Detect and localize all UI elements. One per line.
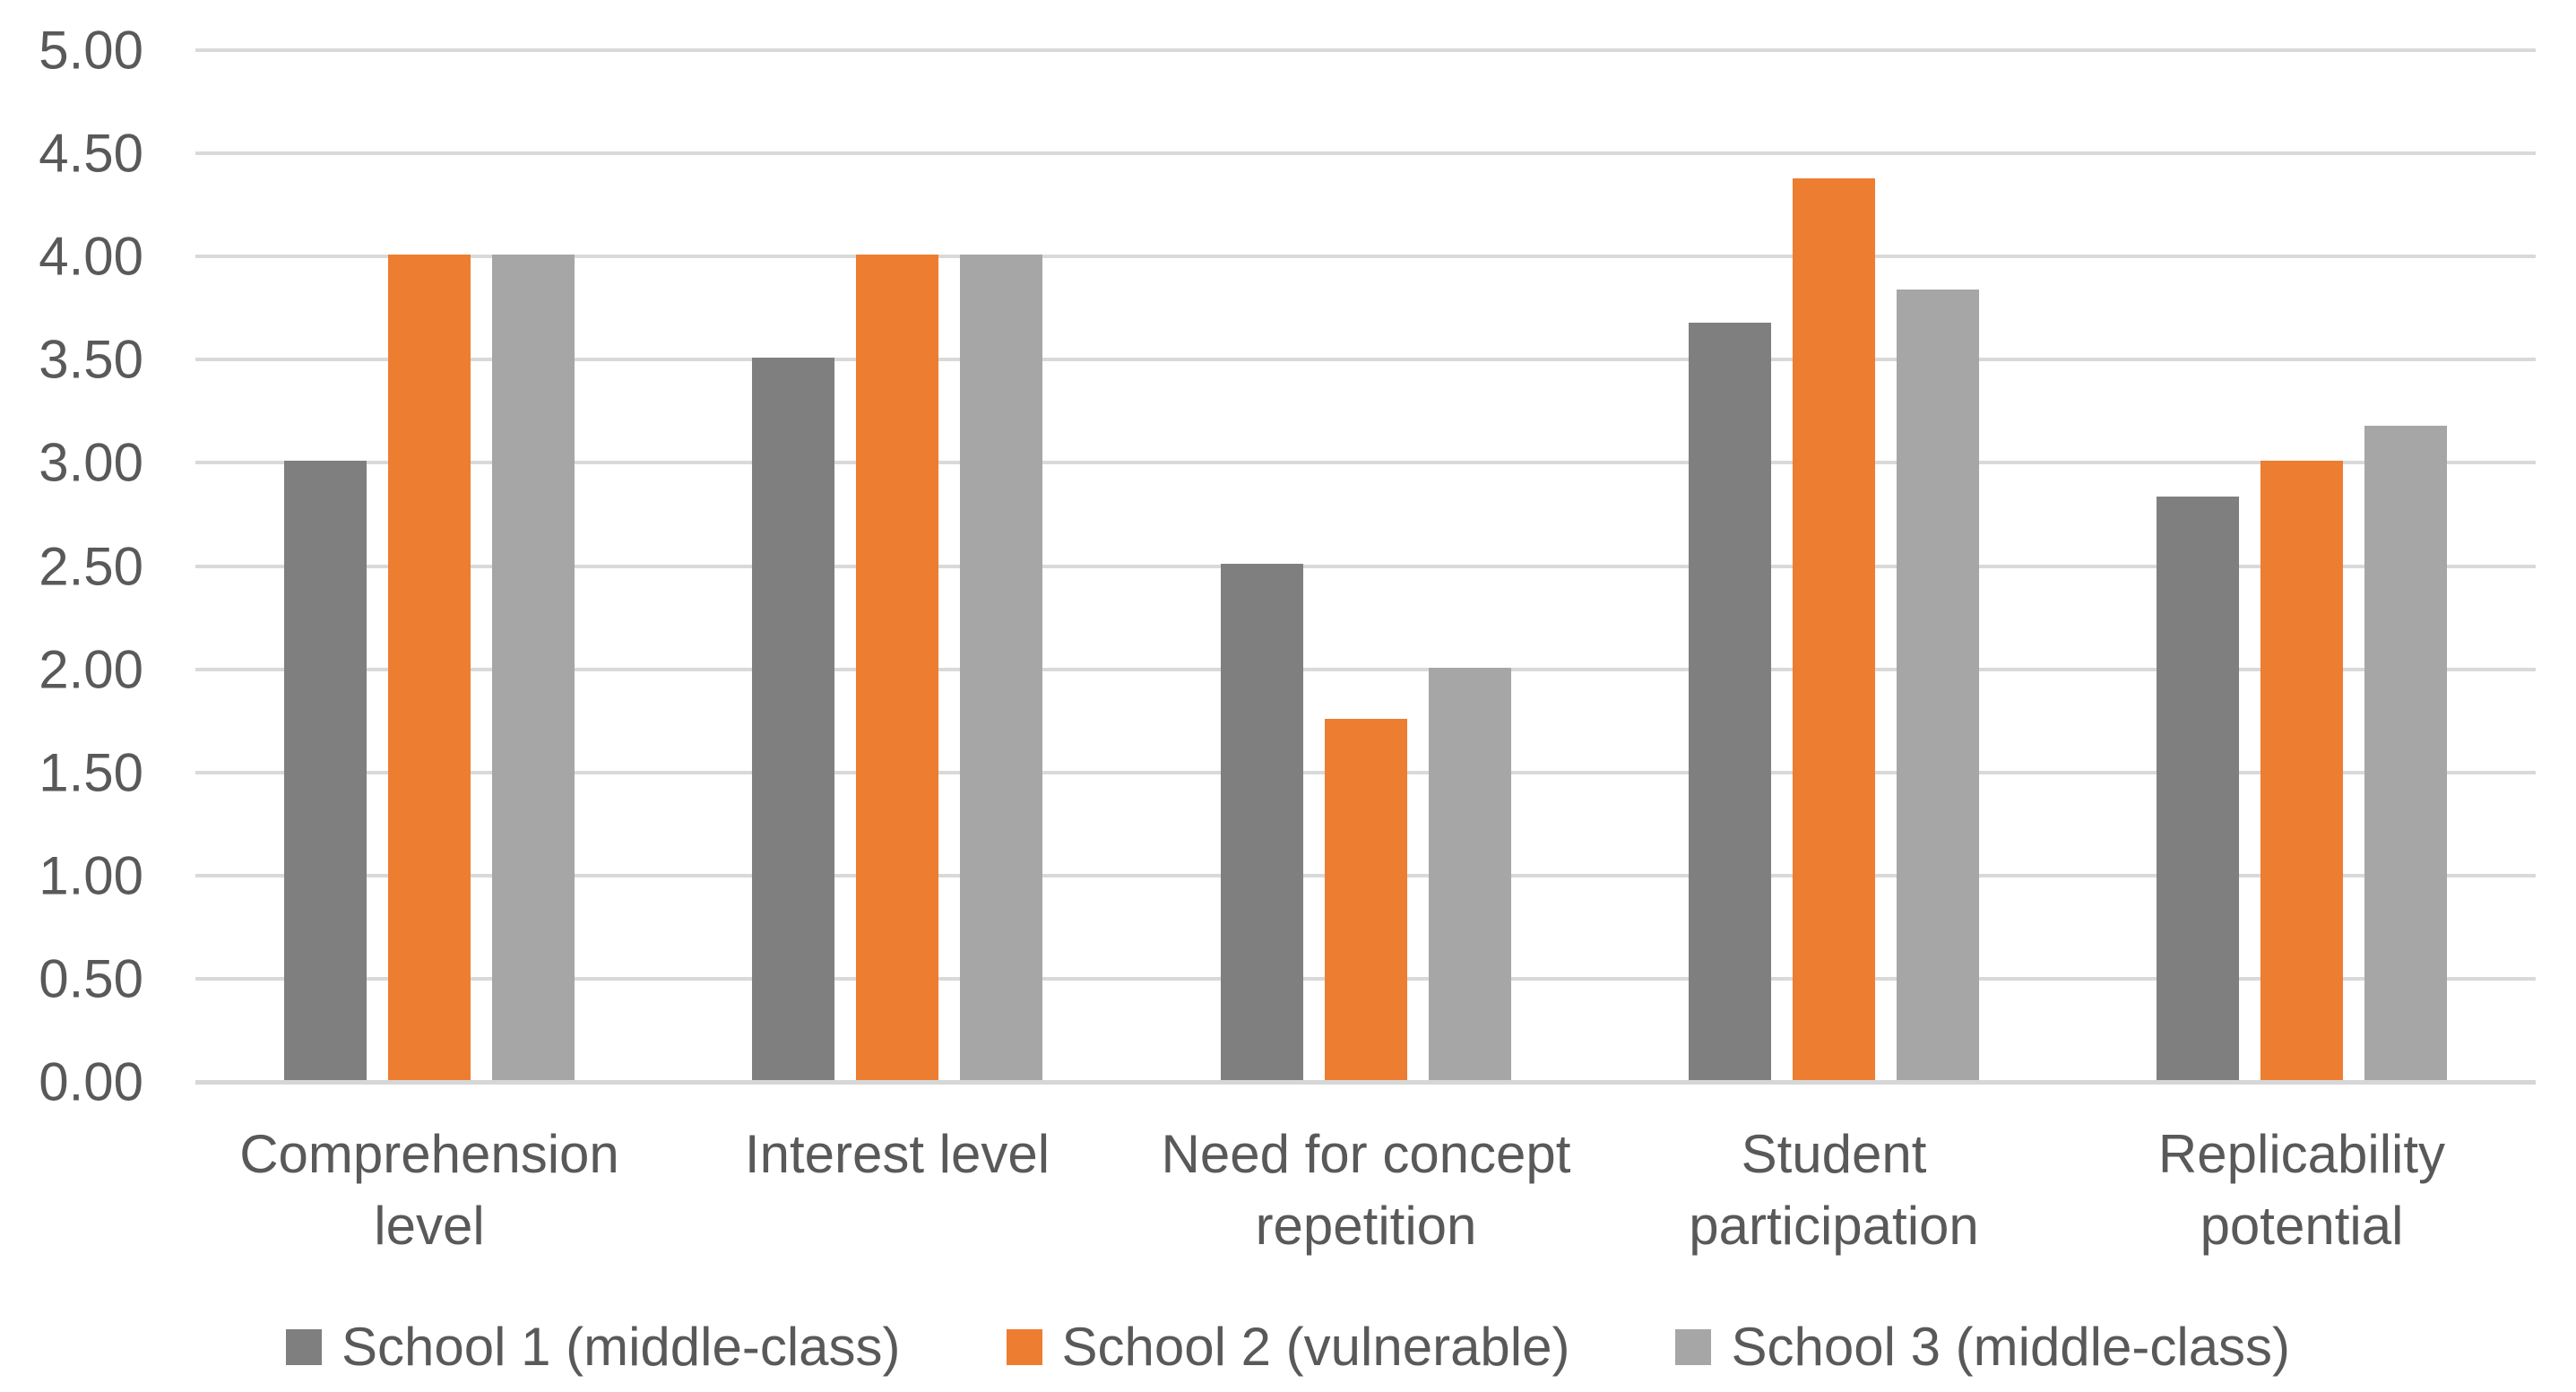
y-axis-tick-label: 2.50 — [39, 536, 143, 597]
x-axis-line — [195, 1080, 2536, 1085]
legend-label: School 1 (middle-class) — [341, 1317, 901, 1377]
bar-series1-cat4 — [1689, 323, 1771, 1080]
bar-series2-cat2 — [856, 255, 938, 1080]
bar-series3-cat2 — [960, 255, 1042, 1080]
bar-series2-cat3 — [1325, 719, 1407, 1080]
gridline — [195, 151, 2536, 155]
legend-item-school1: School 1 (middle-class) — [285, 1316, 901, 1378]
bar-series2-cat4 — [1793, 178, 1875, 1080]
category-label-line: Comprehension — [239, 1124, 619, 1184]
gridline — [195, 358, 2536, 361]
y-axis-tick-label: 3.00 — [39, 432, 143, 493]
bar-series3-cat3 — [1429, 668, 1511, 1080]
category-label-line: potential — [2200, 1196, 2404, 1256]
legend-swatch-icon — [1675, 1328, 1712, 1365]
category-label: Replicability potential — [2051, 1119, 2553, 1262]
y-axis-tick-label: 4.50 — [39, 123, 143, 184]
category-label-line: Interest level — [744, 1124, 1050, 1184]
bar-series1-cat2 — [752, 358, 834, 1080]
category-label-line: repetition — [1255, 1196, 1477, 1256]
gridline — [195, 668, 2536, 671]
legend-swatch-icon — [1006, 1328, 1042, 1365]
y-axis-tick-label: 4.00 — [39, 226, 143, 287]
y-axis-tick-label: 2.00 — [39, 639, 143, 700]
category-label-line: Need for concept — [1161, 1124, 1571, 1184]
legend-label: School 2 (vulnerable) — [1061, 1317, 1570, 1377]
bar-series1-cat1 — [284, 461, 367, 1080]
bar-series2-cat5 — [2260, 461, 2343, 1080]
category-label-line: Replicability — [2157, 1124, 2446, 1184]
bar-series1-cat5 — [2157, 497, 2239, 1080]
category-label: Need for concept repetition — [1115, 1119, 1617, 1262]
legend-label: School 3 (middle-class) — [1731, 1317, 2291, 1377]
category-label: Comprehension level — [178, 1119, 680, 1262]
bar-series2-cat1 — [388, 255, 471, 1080]
y-axis-tick-label: 3.50 — [39, 329, 143, 390]
y-axis-tick-label: 1.50 — [39, 742, 143, 803]
gridline — [195, 461, 2536, 464]
legend: School 1 (middle-class) School 2 (vulnera… — [0, 1316, 2576, 1378]
category-label: Student participation — [1583, 1119, 2085, 1262]
gridline — [195, 255, 2536, 258]
legend-swatch-icon — [285, 1328, 322, 1365]
bar-series3-cat4 — [1897, 290, 1979, 1080]
bar-series3-cat1 — [492, 255, 575, 1080]
gridline — [195, 48, 2536, 52]
legend-item-school3: School 3 (middle-class) — [1675, 1316, 2290, 1378]
category-label-line: participation — [1689, 1196, 1979, 1256]
y-axis-tick-label: 1.00 — [39, 845, 143, 906]
gridline — [195, 565, 2536, 568]
category-label-line: Student — [1741, 1124, 1927, 1184]
y-axis-tick-label: 5.00 — [39, 20, 143, 81]
y-axis-tick-label: 0.50 — [39, 948, 143, 1009]
y-axis-tick-label: 0.00 — [39, 1051, 143, 1112]
category-label-line: level — [374, 1196, 485, 1256]
category-label: Interest level — [646, 1119, 1148, 1190]
bar-series1-cat3 — [1221, 564, 1303, 1080]
bar-series3-cat5 — [2364, 426, 2447, 1080]
legend-item-school2: School 2 (vulnerable) — [1006, 1316, 1570, 1378]
